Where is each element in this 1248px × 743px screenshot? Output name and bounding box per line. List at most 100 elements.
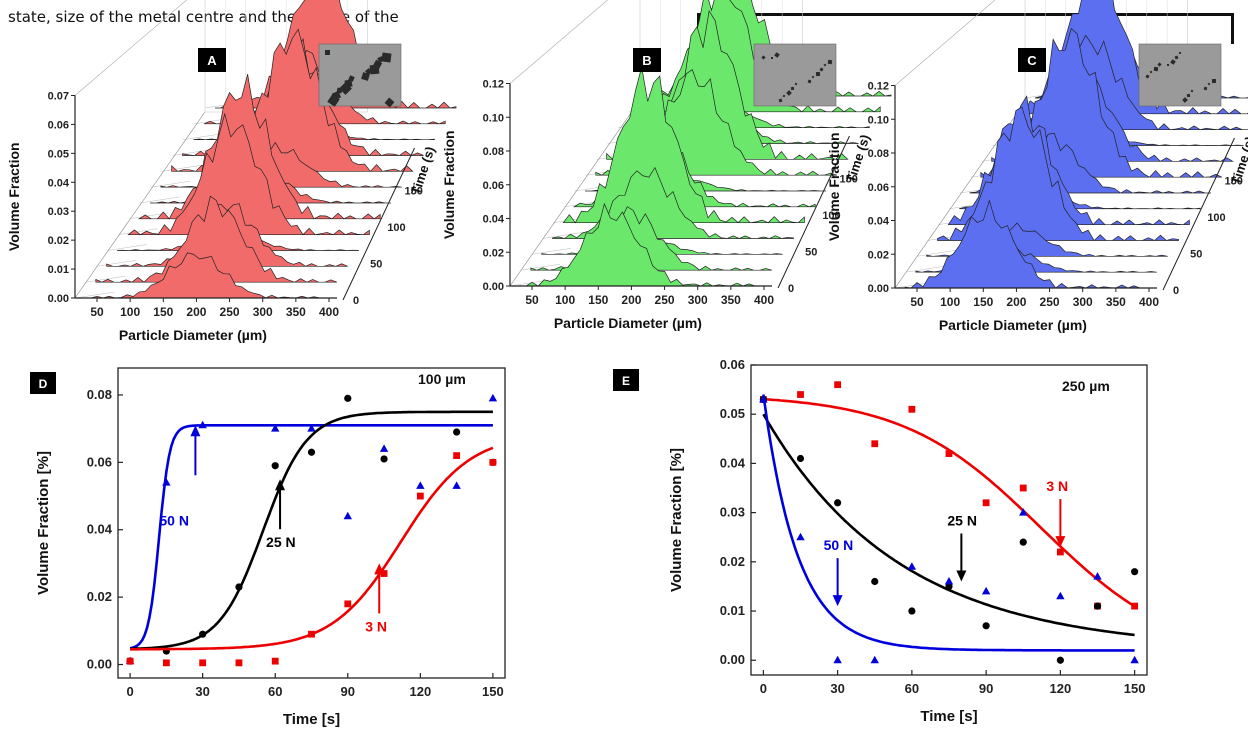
time-tick-label: 150	[404, 186, 422, 198]
annotation-arrow-head	[190, 425, 201, 437]
x-tick-label: 300	[688, 293, 708, 307]
data-point-3n	[945, 450, 953, 457]
micrograph-crystal	[782, 94, 786, 98]
data-point-3n	[453, 452, 461, 460]
ridge-series	[95, 195, 337, 283]
x-axis-title: Time [s]	[920, 708, 977, 725]
data-point-50n	[981, 586, 991, 595]
ridge-series	[127, 112, 370, 236]
x-tick-label: 400	[319, 305, 339, 319]
micrograph-background	[1138, 43, 1222, 107]
x-axis-title: Time [s]	[283, 711, 340, 728]
micrograph-crystal	[1149, 70, 1153, 74]
panel-d: 0 30 60 90 120 150 0.00 0.02 0.04 0.06 0.08 Time [s…	[30, 367, 506, 728]
annotation-label: 50 N	[159, 512, 189, 528]
fit-line-50n	[762, 394, 1135, 652]
micrograph-crystal	[823, 63, 827, 67]
x-tick-label: 150	[482, 684, 504, 699]
floor-gridline	[183, 133, 223, 140]
y-tick-label: 0.02	[720, 554, 745, 569]
annotation-50n: 50 N	[159, 425, 201, 528]
floor-gridline	[118, 228, 158, 235]
data-point-25n	[945, 582, 953, 591]
annotation-arrow-head	[1055, 536, 1066, 548]
micrograph-inset	[1138, 43, 1222, 107]
annotation-label: 25 N	[947, 513, 977, 529]
micrograph-crystal	[1167, 64, 1169, 66]
x-tick-label: 400	[1139, 295, 1159, 309]
top-edge-line	[509, 0, 609, 84]
data-point-50n	[1093, 572, 1102, 580]
data-point-25n	[834, 499, 842, 507]
x-tick-label: 400	[754, 293, 774, 307]
y-axis-title: Volume Fraction [%]	[35, 451, 52, 595]
annotation-label: 25 N	[266, 534, 296, 550]
data-point-3n	[126, 657, 134, 665]
micrograph-crystal	[1211, 78, 1217, 84]
data-point-3n	[1131, 602, 1139, 610]
x-tick-label: 250	[1040, 295, 1060, 309]
annotation-50n: 50 N	[824, 537, 853, 607]
time-tick-label: 150	[839, 174, 857, 186]
time-tick-label: 100	[1207, 212, 1225, 224]
y-tick-label: 0.08	[483, 146, 504, 158]
panels-2d-layer: 0 30 60 90 120 150 0.00 0.02 0.04 0.06 0.08 Time [s…	[30, 357, 1148, 728]
data-point-25n	[271, 462, 279, 470]
micrograph-crystal	[786, 90, 792, 96]
micrograph-crystal	[331, 90, 342, 101]
micrograph-crystal	[384, 97, 395, 108]
data-point-3n	[380, 570, 388, 577]
y-tick-label: 0.07	[48, 91, 69, 103]
y-tick-label: 0.12	[868, 81, 889, 93]
y-tick-label: 0.08	[868, 148, 889, 160]
annotation-arrow-head	[275, 479, 286, 491]
panel-c: 0.00 0.02 0.04 0.06 0.08 0.10 0.12 50 100 150 200 2…	[826, 0, 1248, 333]
floor-gridline	[531, 248, 572, 255]
data-point-50n	[1130, 655, 1139, 664]
annotation-arrow-head	[832, 595, 843, 607]
y-tick-label: 0.03	[720, 505, 745, 520]
annotation-label: 3 N	[1046, 478, 1068, 494]
micrograph-crystal	[771, 57, 773, 59]
panel-letter-badge	[613, 369, 639, 391]
y-tick-label: 0.02	[483, 247, 504, 259]
panel-e: 0 30 60 90 120 150 0.00 0.01 0.02 0.03 0.04 0.05 0.0…	[613, 357, 1148, 725]
time-tick-label: 0	[353, 295, 359, 307]
size-label: 250 µm	[1062, 378, 1110, 394]
x-tick-label: 150	[1124, 681, 1146, 696]
micrograph-crystal	[1203, 86, 1208, 91]
micrograph-crystal	[774, 52, 780, 58]
data-point-25n	[235, 583, 243, 591]
fit-line-50n	[129, 424, 493, 650]
annotation-arrow-head	[956, 570, 967, 582]
floor-gridline	[85, 275, 126, 283]
data-point-3n	[982, 499, 990, 507]
data-point-50n	[907, 562, 917, 570]
panel-letter: B	[642, 53, 651, 68]
panel-letter: E	[622, 374, 630, 388]
fit-line-25n	[130, 410, 493, 651]
time-axis-line	[777, 135, 850, 289]
data-point-50n	[271, 424, 280, 432]
data-point-3n	[489, 458, 497, 466]
x-tick-label: 300	[253, 305, 273, 319]
x-tick-label: 200	[1006, 295, 1026, 309]
floor-gridline	[520, 263, 561, 271]
panel-letter: D	[39, 377, 48, 391]
micrograph-crystal	[1186, 93, 1191, 98]
micrograph-crystal	[1170, 59, 1176, 65]
data-point-25n	[1131, 568, 1139, 576]
data-point-25n	[380, 455, 388, 463]
floor-gridline	[905, 265, 946, 273]
x-tick-label: 250	[220, 305, 240, 319]
x-tick-label: 150	[588, 293, 608, 307]
x-tick-label: 0	[760, 681, 767, 696]
data-point-3n	[797, 391, 804, 398]
y-tick-label: 0.04	[720, 455, 746, 470]
x-tick-label: 150	[153, 305, 173, 319]
time-tick-label: 50	[1190, 249, 1202, 261]
x-tick-label: 350	[1106, 295, 1126, 309]
x-tick-label: 120	[1050, 681, 1072, 696]
data-point-3n	[235, 659, 243, 667]
